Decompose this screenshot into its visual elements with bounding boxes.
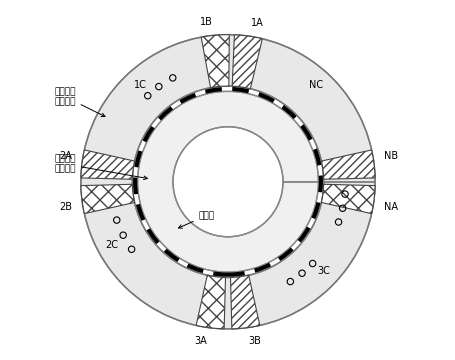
- Text: 永磁体: 永磁体: [178, 211, 214, 228]
- Text: 3A: 3A: [194, 336, 207, 346]
- Text: 2C: 2C: [105, 240, 118, 250]
- Polygon shape: [81, 150, 134, 179]
- Text: 1A: 1A: [251, 18, 263, 28]
- Polygon shape: [81, 35, 374, 329]
- Text: NC: NC: [308, 80, 323, 90]
- Text: 2B: 2B: [59, 202, 72, 212]
- Text: NB: NB: [383, 151, 397, 161]
- Text: NA: NA: [383, 202, 397, 212]
- Polygon shape: [321, 150, 374, 179]
- Text: 永磁电机
转子部分: 永磁电机 转子部分: [54, 154, 147, 180]
- Text: 永磁电机
定子部分: 永磁电机 定子部分: [54, 87, 105, 117]
- Text: 1B: 1B: [199, 18, 212, 27]
- Circle shape: [173, 127, 282, 237]
- Text: 3B: 3B: [248, 336, 261, 346]
- Polygon shape: [201, 35, 229, 88]
- Polygon shape: [232, 35, 262, 89]
- Polygon shape: [196, 275, 225, 329]
- Text: 3C: 3C: [317, 266, 329, 276]
- Polygon shape: [230, 275, 259, 329]
- Text: 1C: 1C: [133, 80, 147, 90]
- Polygon shape: [137, 91, 318, 272]
- Polygon shape: [321, 184, 374, 213]
- Text: 2A: 2A: [60, 151, 72, 161]
- Polygon shape: [81, 184, 134, 213]
